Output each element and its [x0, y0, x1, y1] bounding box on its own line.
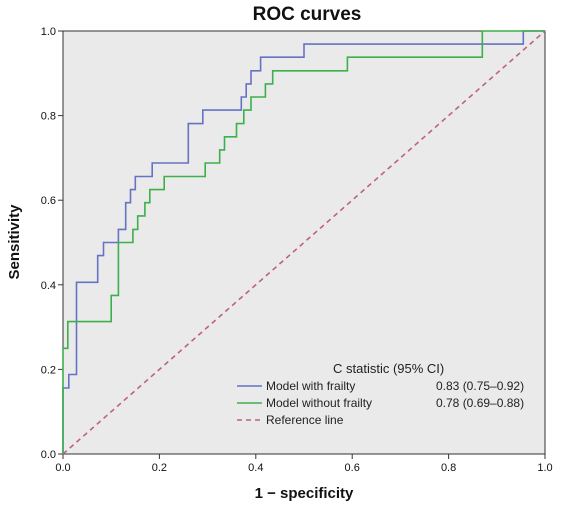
series-line-reference-line — [62, 30, 546, 455]
y-tick-label: 0.2 — [41, 364, 56, 376]
legend: C statistic (95% CI) Model with frailty 0… — [237, 361, 524, 427]
series-layer — [62, 30, 546, 455]
y-tick-label: 0.6 — [41, 195, 56, 207]
legend-label: Model with frailty — [266, 379, 355, 393]
chart-title: ROC curves — [253, 4, 362, 25]
axis-ticks: 0.0 0.2 0.4 0.6 0.8 1.0 0.0 0.2 0.4 0.6 0.8 1.0 — [41, 26, 553, 474]
y-tick-label: 0.4 — [41, 280, 56, 292]
x-tick-label: 0.2 — [152, 462, 167, 474]
x-tick-label: 0.8 — [441, 462, 456, 474]
y-tick-label: 1.0 — [41, 26, 56, 38]
legend-label: Model without frailty — [266, 396, 372, 410]
legend-c-statistic: 0.83 (0.75–0.92) — [436, 379, 524, 393]
y-tick-label: 0.8 — [41, 111, 56, 123]
x-tick-label: 0.4 — [248, 462, 263, 474]
x-tick-label: 0.0 — [55, 462, 70, 474]
x-axis-label: 1 − specificity — [255, 485, 354, 502]
series-line-model-without-frailty — [62, 30, 545, 454]
y-tick-label: 0.0 — [41, 449, 56, 461]
x-tick-label: 0.6 — [345, 462, 360, 474]
legend-c-statistic: 0.78 (0.69–0.88) — [436, 396, 524, 410]
x-tick-label: 1.0 — [537, 462, 552, 474]
legend-label: Reference line — [266, 413, 344, 427]
legend-header: C statistic (95% CI) — [333, 361, 444, 376]
y-axis-label: Sensitivity — [6, 204, 23, 280]
series-line-model-with-frailty — [62, 30, 545, 454]
